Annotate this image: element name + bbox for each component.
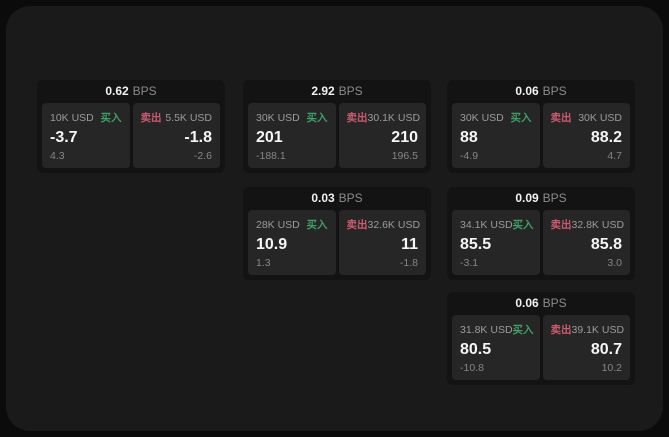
sell-amount: 30K USD [578,112,622,124]
sell-delta: -2.6 [193,150,212,162]
card-header: 0.62 BPS [37,80,225,103]
sell-panel[interactable]: 卖出 30.1K USD 210 196.5 [338,103,426,168]
bps-unit: BPS [338,191,363,205]
bps-unit: BPS [542,191,567,205]
buy-amount: 10K USD [50,112,94,124]
buy-delta: 1.3 [256,257,271,269]
buy-panel[interactable]: 31.8K USD 买入 80.5 -10.8 [452,315,540,380]
buy-price: 88 [460,128,478,146]
buy-label: 买入 [100,112,122,124]
sell-panel[interactable]: 卖出 30K USD 88.2 4.7 [542,103,630,168]
bps-value: 0.09 [515,191,539,205]
buy-amount: 30K USD [460,112,504,124]
buy-delta: 4.3 [50,150,65,162]
sell-amount: 5.5K USD [165,112,212,124]
sell-delta: 4.7 [607,150,622,162]
bps-unit: BPS [338,84,363,98]
bps-unit: BPS [542,296,567,310]
buy-panel[interactable]: 30K USD 买入 201 -188.1 [248,103,336,168]
sell-label: 卖出 [346,219,368,231]
buy-price: 80.5 [460,340,492,358]
sell-price: 11 [401,235,418,253]
card-body: 28K USD 买入 10.9 1.3 卖出 32.6K USD 11 -1.8 [243,210,431,280]
sell-delta: 196.5 [391,150,418,162]
card-header: 0.06 BPS [447,80,635,103]
card-body: 30K USD 买入 88 -4.9 卖出 30K USD 88.2 4.7 [447,103,635,173]
bps-value: 2.92 [311,84,335,98]
buy-delta: -10.8 [460,362,484,374]
buy-delta: -3.1 [460,257,479,269]
sell-price: 85.8 [590,235,622,253]
buy-label: 买入 [512,219,534,231]
bps-value: 0.03 [311,191,335,205]
card-header: 0.03 BPS [243,187,431,210]
sell-panel[interactable]: 卖出 5.5K USD -1.8 -2.6 [132,103,220,168]
buy-panel[interactable]: 30K USD 买入 88 -4.9 [452,103,540,168]
buy-label: 买入 [512,324,534,336]
sell-label: 卖出 [550,324,572,336]
buy-label: 买入 [306,112,328,124]
card-body: 30K USD 买入 201 -188.1 卖出 30.1K USD 210 1… [243,103,431,173]
buy-price: 10.9 [256,235,288,253]
quote-card-5[interactable]: 0.09 BPS 34.1K USD 买入 85.5 -3.1 卖出 32.8K … [447,187,635,280]
sell-price: -1.8 [184,128,212,146]
sell-price: 80.7 [590,340,622,358]
bps-unit: BPS [542,84,567,98]
sell-label: 卖出 [550,219,572,231]
buy-delta: -188.1 [256,150,286,162]
quote-card-6[interactable]: 0.06 BPS 31.8K USD 买入 80.5 -10.8 卖出 39.1K… [447,292,635,385]
bps-value: 0.06 [515,296,539,310]
buy-label: 买入 [306,219,328,231]
card-body: 31.8K USD 买入 80.5 -10.8 卖出 39.1K USD 80.… [447,315,635,385]
sell-price: 210 [391,128,418,146]
sell-panel[interactable]: 卖出 39.1K USD 80.7 10.2 [542,315,630,380]
sell-price: 88.2 [590,128,622,146]
buy-amount: 34.1K USD [460,219,513,231]
card-header: 0.09 BPS [447,187,635,210]
card-body: 34.1K USD 买入 85.5 -3.1 卖出 32.8K USD 85.8… [447,210,635,280]
buy-label: 买入 [510,112,532,124]
quote-card-4[interactable]: 0.03 BPS 28K USD 买入 10.9 1.3 卖出 32.6K USD [243,187,431,280]
sell-label: 卖出 [550,112,572,124]
bps-value: 0.06 [515,84,539,98]
quote-card-3[interactable]: 0.06 BPS 30K USD 买入 88 -4.9 卖出 30K USD [447,80,635,173]
quote-card-2[interactable]: 2.92 BPS 30K USD 买入 201 -188.1 卖出 30.1K U… [243,80,431,173]
sell-amount: 30.1K USD [367,112,421,124]
buy-delta: -4.9 [460,150,479,162]
sell-amount: 39.1K USD [571,324,625,336]
sell-label: 卖出 [140,112,162,124]
buy-panel[interactable]: 34.1K USD 买入 85.5 -3.1 [452,210,540,275]
buy-price: 85.5 [460,235,492,253]
buy-price: -3.7 [50,128,78,146]
sell-delta: 10.2 [601,362,622,374]
quote-card-1[interactable]: 0.62 BPS 10K USD 买入 -3.7 4.3 卖出 5.5K USD [37,80,225,173]
bps-unit: BPS [132,84,157,98]
buy-panel[interactable]: 28K USD 买入 10.9 1.3 [248,210,336,275]
sell-amount: 32.6K USD [367,219,421,231]
card-header: 2.92 BPS [243,80,431,103]
buy-panel[interactable]: 10K USD 买入 -3.7 4.3 [42,103,130,168]
card-header: 0.06 BPS [447,292,635,315]
quotes-panel: 0.62 BPS 10K USD 买入 -3.7 4.3 卖出 5.5K USD [6,6,663,431]
sell-delta: 3.0 [607,257,622,269]
buy-amount: 30K USD [256,112,300,124]
buy-price: 201 [256,128,283,146]
sell-label: 卖出 [346,112,368,124]
buy-amount: 28K USD [256,219,300,231]
card-body: 10K USD 买入 -3.7 4.3 卖出 5.5K USD -1.8 -2.… [37,103,225,173]
sell-panel[interactable]: 卖出 32.8K USD 85.8 3.0 [542,210,630,275]
sell-amount: 32.8K USD [571,219,625,231]
sell-panel[interactable]: 卖出 32.6K USD 11 -1.8 [338,210,426,275]
buy-amount: 31.8K USD [460,324,513,336]
bps-value: 0.62 [105,84,129,98]
sell-delta: -1.8 [399,257,418,269]
